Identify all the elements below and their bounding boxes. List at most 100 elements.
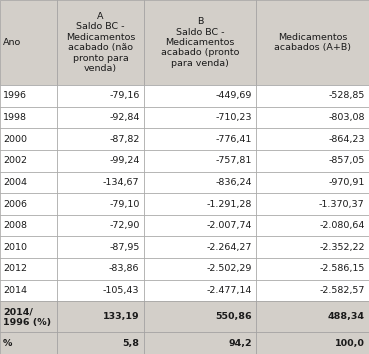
Bar xyxy=(0,85,57,107)
Text: -2.477,14: -2.477,14 xyxy=(207,286,252,295)
Bar xyxy=(144,150,256,172)
Bar xyxy=(57,193,144,215)
Bar xyxy=(57,215,144,236)
Bar xyxy=(0,258,57,280)
Bar xyxy=(144,0,256,85)
Bar xyxy=(0,280,57,301)
Text: 488,34: 488,34 xyxy=(328,312,365,321)
Bar xyxy=(144,258,256,280)
Text: 2010: 2010 xyxy=(3,243,27,252)
Text: 1996: 1996 xyxy=(3,91,27,101)
Text: -2.080,64: -2.080,64 xyxy=(319,221,365,230)
Text: -2.352,22: -2.352,22 xyxy=(319,243,365,252)
Text: Medicamentos
acabados (A+B): Medicamentos acabados (A+B) xyxy=(274,33,351,52)
Bar xyxy=(0,0,57,85)
Text: -710,23: -710,23 xyxy=(215,113,252,122)
Text: 5,8: 5,8 xyxy=(123,339,139,348)
Text: -2.582,57: -2.582,57 xyxy=(319,286,365,295)
Text: -1.370,37: -1.370,37 xyxy=(319,200,365,209)
Bar xyxy=(57,258,144,280)
Text: -1.291,28: -1.291,28 xyxy=(207,200,252,209)
Text: 2000: 2000 xyxy=(3,135,27,144)
Bar xyxy=(256,107,369,129)
Bar xyxy=(256,258,369,280)
Bar xyxy=(144,280,256,301)
Bar xyxy=(144,107,256,129)
Bar xyxy=(57,129,144,150)
Text: -970,91: -970,91 xyxy=(328,178,365,187)
Bar xyxy=(0,172,57,193)
Bar xyxy=(144,193,256,215)
Text: -2.007,74: -2.007,74 xyxy=(207,221,252,230)
Bar xyxy=(0,301,57,332)
Bar xyxy=(0,332,57,354)
Bar xyxy=(256,150,369,172)
Text: 94,2: 94,2 xyxy=(228,339,252,348)
Bar xyxy=(57,332,144,354)
Text: 2002: 2002 xyxy=(3,156,27,165)
Bar xyxy=(0,150,57,172)
Text: -87,82: -87,82 xyxy=(109,135,139,144)
Text: 100,0: 100,0 xyxy=(335,339,365,348)
Text: 1998: 1998 xyxy=(3,113,27,122)
Bar xyxy=(57,172,144,193)
Text: %: % xyxy=(3,339,12,348)
Text: Ano: Ano xyxy=(3,38,21,47)
Text: -803,08: -803,08 xyxy=(328,113,365,122)
Text: B
Saldo BC -
Medicamentos
acabado (pronto
para venda): B Saldo BC - Medicamentos acabado (pront… xyxy=(161,17,239,68)
Text: -836,24: -836,24 xyxy=(215,178,252,187)
Bar xyxy=(0,215,57,236)
Text: 2006: 2006 xyxy=(3,200,27,209)
Text: -79,16: -79,16 xyxy=(109,91,139,101)
Text: -92,84: -92,84 xyxy=(109,113,139,122)
Bar xyxy=(57,236,144,258)
Bar xyxy=(256,193,369,215)
Text: -864,23: -864,23 xyxy=(328,135,365,144)
Bar xyxy=(57,85,144,107)
Text: -757,81: -757,81 xyxy=(215,156,252,165)
Bar xyxy=(57,150,144,172)
Text: -2.586,15: -2.586,15 xyxy=(319,264,365,273)
Bar xyxy=(57,301,144,332)
Text: -528,85: -528,85 xyxy=(328,91,365,101)
Bar xyxy=(144,172,256,193)
Text: -79,10: -79,10 xyxy=(109,200,139,209)
Bar xyxy=(144,215,256,236)
Text: -72,90: -72,90 xyxy=(109,221,139,230)
Bar xyxy=(256,0,369,85)
Text: -105,43: -105,43 xyxy=(103,286,139,295)
Text: 2004: 2004 xyxy=(3,178,27,187)
Bar xyxy=(256,129,369,150)
Bar xyxy=(256,280,369,301)
Text: A
Saldo BC -
Medicamentos
acabado (não
pronto para
venda): A Saldo BC - Medicamentos acabado (não p… xyxy=(66,12,135,73)
Bar xyxy=(57,280,144,301)
Bar xyxy=(144,301,256,332)
Bar xyxy=(144,129,256,150)
Bar xyxy=(256,172,369,193)
Text: 2014/
1996 (%): 2014/ 1996 (%) xyxy=(3,307,51,326)
Bar xyxy=(256,301,369,332)
Bar xyxy=(0,107,57,129)
Bar xyxy=(0,193,57,215)
Text: -83,86: -83,86 xyxy=(109,264,139,273)
Text: 2012: 2012 xyxy=(3,264,27,273)
Text: 2014: 2014 xyxy=(3,286,27,295)
Bar xyxy=(256,215,369,236)
Text: -776,41: -776,41 xyxy=(215,135,252,144)
Text: -857,05: -857,05 xyxy=(328,156,365,165)
Text: -99,24: -99,24 xyxy=(109,156,139,165)
Bar xyxy=(144,236,256,258)
Text: -449,69: -449,69 xyxy=(215,91,252,101)
Bar xyxy=(144,85,256,107)
Text: 550,86: 550,86 xyxy=(215,312,252,321)
Bar xyxy=(57,0,144,85)
Text: 2008: 2008 xyxy=(3,221,27,230)
Text: -2.264,27: -2.264,27 xyxy=(207,243,252,252)
Bar xyxy=(144,332,256,354)
Bar xyxy=(57,107,144,129)
Text: -134,67: -134,67 xyxy=(103,178,139,187)
Text: 133,19: 133,19 xyxy=(103,312,139,321)
Bar xyxy=(256,332,369,354)
Bar xyxy=(0,236,57,258)
Bar xyxy=(0,129,57,150)
